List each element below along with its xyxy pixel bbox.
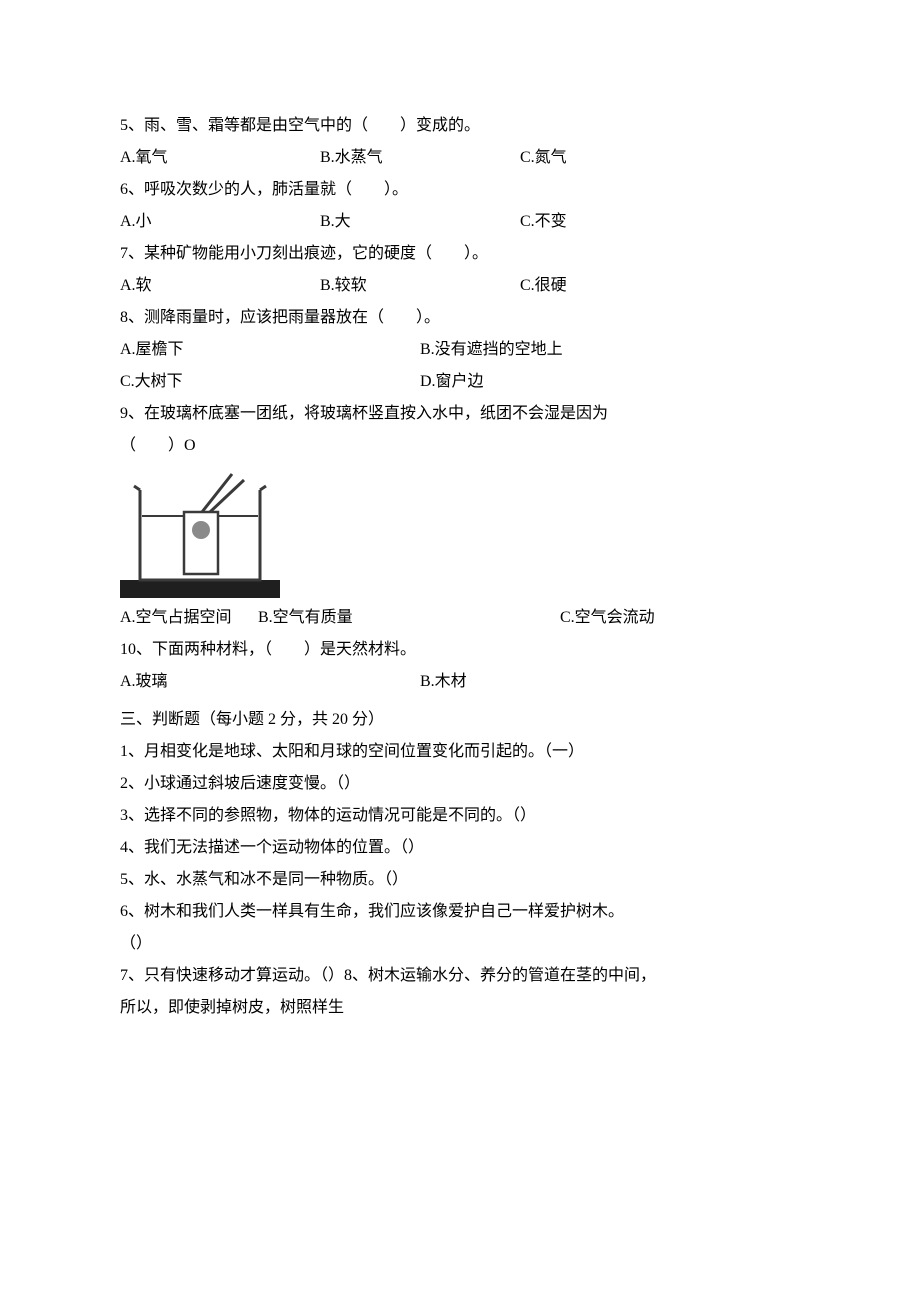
q10-options: A.玻璃 B.木材 bbox=[120, 666, 800, 698]
q5-options: A.氧气 B.水蒸气 C.氮气 bbox=[120, 142, 800, 174]
q8-opt-a: A.屋檐下 bbox=[120, 334, 420, 366]
q8-stem: 8、测降雨量时，应该把雨量器放在（ ）。 bbox=[120, 302, 800, 334]
q6-opt-b: B.大 bbox=[320, 206, 520, 238]
judge-6-line2: （） bbox=[120, 928, 800, 960]
q9-figure bbox=[120, 468, 800, 598]
judge-4: 4、我们无法描述一个运动物体的位置。（） bbox=[120, 832, 800, 864]
judge-5: 5、水、水蒸气和冰不是同一种物质。（） bbox=[120, 864, 800, 896]
q7-opt-b: B.较软 bbox=[320, 270, 520, 302]
q6-stem: 6、呼吸次数少的人，肺活量就（ ）。 bbox=[120, 174, 800, 206]
q8-options-row1: A.屋檐下 B.没有遮挡的空地上 bbox=[120, 334, 800, 366]
q9-opt-b: B.空气有质量 bbox=[258, 602, 560, 634]
q9-opt-a: A.空气占据空间 bbox=[120, 602, 258, 634]
judge-7-8-line1: 7、只有快速移动才算运动。（）8、树木运输水分、养分的管道在茎的中间， bbox=[120, 960, 800, 992]
judge-6-line1: 6、树木和我们人类一样具有生命，我们应该像爱护自己一样爱护树木。 bbox=[120, 896, 800, 928]
q10-opt-b: B.木材 bbox=[420, 666, 800, 698]
q10-opt-a: A.玻璃 bbox=[120, 666, 420, 698]
document-page: 5、雨、雪、霜等都是由空气中的（ ）变成的。 A.氧气 B.水蒸气 C.氮气 6… bbox=[0, 0, 920, 1084]
q6-options: A.小 B.大 C.不变 bbox=[120, 206, 800, 238]
q8-options-row2: C.大树下 D.窗户边 bbox=[120, 366, 800, 398]
q7-opt-a: A.软 bbox=[120, 270, 320, 302]
q6-opt-c: C.不变 bbox=[520, 206, 800, 238]
q5-opt-c: C.氮气 bbox=[520, 142, 800, 174]
judge-3: 3、选择不同的参照物，物体的运动情况可能是不同的。（） bbox=[120, 800, 800, 832]
judge-7-8-line2: 所以，即使剥掉树皮，树照样生 bbox=[120, 992, 800, 1024]
q9-options: A.空气占据空间 B.空气有质量 C.空气会流动 bbox=[120, 602, 800, 634]
q9-stem: 9、在玻璃杯底塞一团纸，将玻璃杯竖直按入水中，纸团不会湿是因为 bbox=[120, 398, 800, 430]
section3-title: 三、判断题（每小题 2 分，共 20 分） bbox=[120, 704, 800, 736]
q5-stem: 5、雨、雪、霜等都是由空气中的（ ）变成的。 bbox=[120, 110, 800, 142]
q8-opt-c: C.大树下 bbox=[120, 366, 420, 398]
q9-blank: （ ）O bbox=[120, 430, 800, 462]
q5-opt-b: B.水蒸气 bbox=[320, 142, 520, 174]
judge-1: 1、月相变化是地球、太阳和月球的空间位置变化而引起的。（一） bbox=[120, 736, 800, 768]
q7-opt-c: C.很硬 bbox=[520, 270, 800, 302]
judge-2: 2、小球通过斜坡后速度变慢。（） bbox=[120, 768, 800, 800]
q10-stem: 10、下面两种材料，（ ）是天然材料。 bbox=[120, 634, 800, 666]
q8-opt-b: B.没有遮挡的空地上 bbox=[420, 334, 800, 366]
beaker-diagram-icon bbox=[120, 468, 280, 598]
q9-opt-c: C.空气会流动 bbox=[560, 602, 800, 634]
q7-stem: 7、某种矿物能用小刀刻出痕迹，它的硬度（ ）。 bbox=[120, 238, 800, 270]
q7-options: A.软 B.较软 C.很硬 bbox=[120, 270, 800, 302]
q5-opt-a: A.氧气 bbox=[120, 142, 320, 174]
q8-opt-d: D.窗户边 bbox=[420, 366, 800, 398]
q6-opt-a: A.小 bbox=[120, 206, 320, 238]
